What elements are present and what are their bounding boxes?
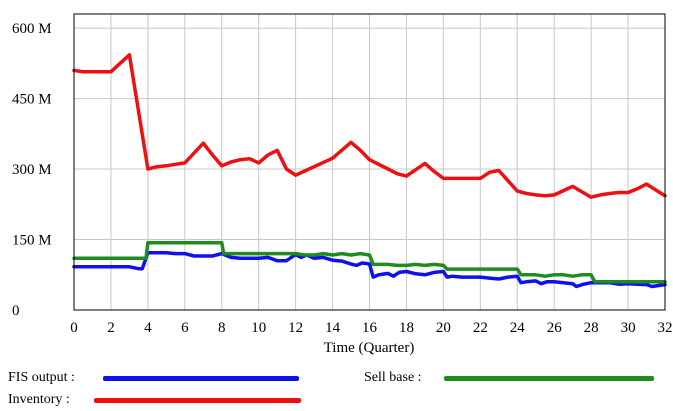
- x-tick-label: 6: [181, 320, 189, 336]
- series-layer: [72, 53, 667, 289]
- x-tick-label: 20: [436, 320, 451, 336]
- x-tick-label: 32: [658, 320, 673, 336]
- x-tick-label: 16: [362, 320, 378, 336]
- x-tick-label: 24: [510, 320, 526, 336]
- x-tick-label: 2: [107, 320, 115, 336]
- legend-item-sell-base: Sell base :: [364, 370, 654, 386]
- y-axis-ticks: 0 150 M 300 M 450 M 600 M: [12, 21, 52, 319]
- series-line-fis-output: [72, 250, 667, 289]
- legend-label-sell-base: Sell base :: [364, 370, 422, 385]
- y-tick-label: 0: [12, 303, 20, 319]
- x-tick-label: 14: [325, 320, 341, 336]
- x-tick-label: 0: [70, 320, 78, 336]
- x-tick-label: 30: [621, 320, 636, 336]
- y-tick-label: 150 M: [12, 233, 52, 249]
- y-tick-label: 300 M: [12, 162, 52, 178]
- series-line-sell-base: [72, 241, 667, 284]
- x-axis-ticks: 0 2 4 6 8 10 12 14 16 18 20 22 24 26 28 30 32: [70, 320, 672, 336]
- x-tick-label: 18: [399, 320, 414, 336]
- x-tick-label: 22: [473, 320, 488, 336]
- legend-item-inventory: Inventory :: [8, 392, 301, 408]
- x-tick-label: 4: [144, 320, 152, 336]
- grid-lines: [74, 14, 665, 310]
- x-tick-label: 8: [218, 320, 226, 336]
- legend-label-inventory: Inventory :: [8, 392, 70, 407]
- x-tick-label: 10: [251, 320, 266, 336]
- legend-swatch-inventory: [94, 397, 301, 403]
- legend-swatch-fis-output: [103, 375, 299, 381]
- x-tick-label: 28: [584, 320, 599, 336]
- x-tick-label: 12: [288, 320, 303, 336]
- y-tick-label: 600 M: [12, 21, 52, 37]
- series-line-inventory: [72, 53, 667, 199]
- legend-item-fis-output: FIS output :: [8, 370, 299, 386]
- legend-label-fis-output: FIS output :: [8, 370, 75, 385]
- x-axis-label: Time (Quarter): [324, 340, 415, 356]
- y-tick-label: 450 M: [12, 92, 52, 108]
- legend-swatch-sell-base: [444, 375, 654, 381]
- x-tick-label: 26: [547, 320, 563, 336]
- plot-frame: [73, 13, 666, 311]
